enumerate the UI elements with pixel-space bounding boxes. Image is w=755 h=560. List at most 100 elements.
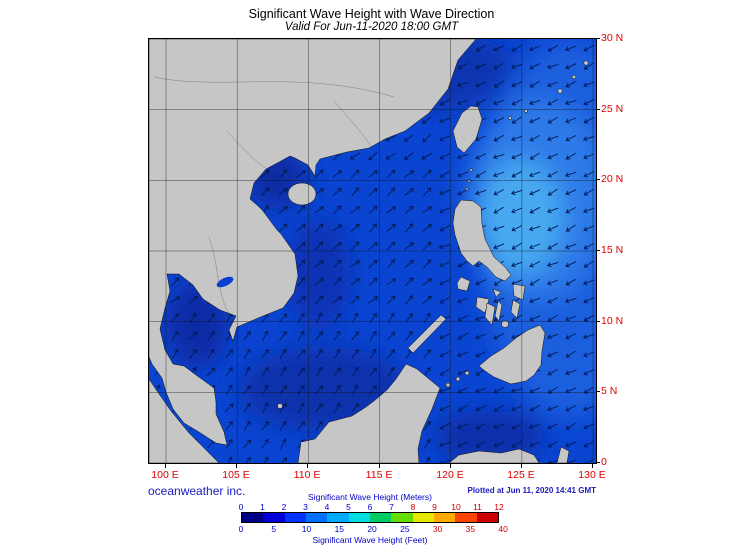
wave-direction-arrow	[369, 367, 378, 377]
wave-direction-arrow	[438, 441, 451, 448]
wave-direction-arrow	[405, 330, 413, 341]
wave-direction-arrow	[368, 205, 378, 215]
wave-direction-arrow	[511, 44, 522, 52]
wave-direction-arrow	[261, 438, 269, 449]
wave-direction-arrow	[547, 423, 559, 430]
wave-direction-arrow	[547, 153, 559, 160]
wave-direction-arrow	[457, 369, 469, 376]
wave-direction-arrow	[279, 420, 287, 431]
wave-direction-arrow	[207, 330, 215, 341]
wave-direction-arrow	[279, 348, 287, 359]
wave-direction-arrow	[385, 152, 396, 160]
wave-direction-arrow	[296, 296, 307, 304]
wave-direction-arrow	[387, 312, 395, 324]
wave-direction-arrow	[475, 279, 487, 286]
wave-direction-arrow	[369, 313, 377, 323]
wave-direction-arrow	[332, 259, 342, 269]
wave-direction-arrow	[368, 152, 378, 161]
wave-direction-arrow	[475, 153, 487, 160]
chart-valid-time: Valid For Jun-11-2020 18:00 GMT	[284, 21, 459, 33]
colorbar-meters-tick: 4	[324, 502, 330, 512]
wave-direction-arrow	[296, 170, 306, 178]
colorbar-segment	[476, 513, 498, 522]
wave-direction-arrow	[547, 459, 559, 463]
wave-direction-arrow	[529, 80, 540, 88]
wave-direction-arrow	[439, 135, 451, 142]
lat-label: 30 N	[601, 32, 624, 44]
wave-direction-arrow	[227, 456, 233, 463]
wave-direction-arrow	[422, 295, 432, 304]
wave-direction-arrow	[369, 330, 377, 341]
wave-direction-arrow	[565, 350, 576, 358]
colorbar-segment	[455, 513, 477, 522]
wave-direction-arrow	[511, 116, 522, 124]
wave-direction-arrow	[583, 153, 595, 160]
lat-tick	[596, 109, 600, 110]
colorbar-feet-label: Significant Wave Height (Feet)	[312, 535, 428, 545]
wave-direction-arrow	[188, 295, 198, 305]
lat-label: 10 N	[601, 315, 624, 327]
wave-direction-arrow	[475, 189, 487, 196]
wave-direction-arrow	[457, 387, 469, 394]
wave-direction-arrow	[583, 99, 595, 106]
wave-direction-arrow	[422, 206, 433, 214]
lon-label: 110 E	[293, 469, 321, 481]
wave-direction-arrow	[425, 456, 431, 463]
wave-direction-arrow	[583, 45, 595, 52]
wave-direction-arrow	[529, 315, 541, 322]
wave-direction-arrow	[422, 116, 432, 124]
wave-direction-arrow	[279, 331, 287, 341]
wave-direction-arrow	[422, 278, 433, 286]
wave-direction-arrow	[352, 312, 359, 324]
wave-direction-arrow	[386, 295, 396, 305]
wave-direction-arrow	[351, 187, 360, 197]
wave-direction-arrow	[314, 241, 324, 251]
lon-label: 105 E	[222, 469, 250, 481]
wave-direction-arrow	[386, 187, 396, 197]
wave-direction-arrow	[332, 170, 343, 178]
wave-direction-arrow	[583, 81, 595, 88]
colorbar-feet-tick: 0	[238, 524, 244, 534]
wave-direction-arrow	[511, 261, 523, 268]
wave-direction-arrow	[350, 295, 360, 305]
wave-direction-arrow	[278, 205, 288, 214]
wave-direction-arrow	[263, 456, 269, 463]
wave-direction-arrow	[189, 312, 197, 324]
wave-direction-arrow	[333, 384, 341, 395]
lat-label: 5 N	[601, 385, 618, 397]
hainan	[287, 182, 317, 206]
wave-direction-arrow	[387, 259, 396, 269]
wave-direction-arrow	[547, 99, 559, 106]
wave-direction-arrow	[583, 188, 594, 196]
wave-direction-arrow	[457, 404, 468, 412]
colorbar-feet-tick: 30	[432, 524, 443, 534]
wave-direction-arrow	[404, 259, 414, 268]
wave-direction-arrow	[243, 385, 252, 395]
wave-direction-arrow	[314, 260, 325, 268]
lon-tick	[379, 464, 380, 468]
wave-direction-arrow	[386, 223, 396, 232]
wave-direction-arrow	[493, 80, 504, 88]
wave-direction-arrow	[583, 441, 595, 448]
lat-tick	[596, 321, 600, 322]
colorbar-meters-tick: 11	[473, 502, 482, 512]
wave-direction-arrow	[528, 225, 541, 232]
wave-direction-arrow	[529, 441, 541, 448]
wave-direction-arrow	[583, 62, 594, 70]
wave-direction-arrow	[439, 170, 450, 178]
colorbar-segment	[348, 513, 370, 522]
halmahera	[556, 446, 570, 463]
wave-direction-arrow	[278, 223, 288, 233]
batanes-island	[469, 168, 473, 172]
ryukyu-island	[571, 74, 577, 80]
wave-direction-arrow	[278, 188, 289, 196]
wave-direction-arrow	[492, 153, 505, 160]
wave-direction-arrow	[386, 331, 396, 341]
wave-direction-arrow	[565, 369, 577, 376]
wave-direction-arrow	[188, 331, 198, 341]
mindoro	[456, 276, 471, 292]
wave-direction-arrow	[457, 99, 469, 106]
wave-direction-arrow	[370, 348, 377, 360]
wave-direction-arrow	[546, 261, 559, 268]
wave-direction-arrow	[529, 243, 541, 250]
